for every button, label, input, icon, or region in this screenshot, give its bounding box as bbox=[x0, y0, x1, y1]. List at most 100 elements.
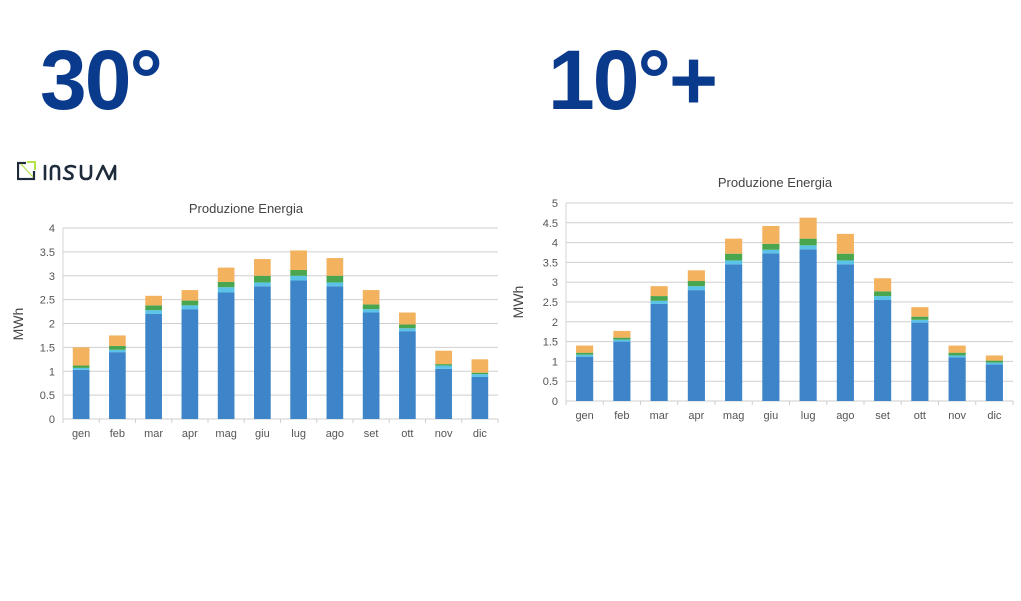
x-tick-label: feb bbox=[110, 428, 125, 440]
bar-segment-ago-s1 bbox=[326, 286, 344, 419]
x-tick-label: ott bbox=[401, 428, 413, 440]
bar-segment-ago-s1 bbox=[836, 264, 854, 401]
bar-segment-mar-s3 bbox=[650, 296, 668, 301]
bar-segment-ago-s4 bbox=[836, 233, 854, 254]
x-tick-label: ago bbox=[326, 428, 344, 440]
bar-segment-mag-s4 bbox=[725, 238, 743, 254]
bar-segment-mar-s1 bbox=[145, 313, 162, 419]
y-axis-label: MWh bbox=[10, 308, 26, 341]
bar-segment-nov-s4 bbox=[948, 345, 966, 353]
bar-segment-mar-s1 bbox=[650, 303, 668, 401]
bar-segment-feb-s3 bbox=[613, 337, 631, 340]
bar-segment-ott-s4 bbox=[399, 312, 416, 325]
bar-segment-mar-s3 bbox=[145, 305, 162, 311]
x-tick-label: gen bbox=[575, 410, 593, 422]
bar-segment-giu-s4 bbox=[762, 225, 780, 244]
bar-segment-set-s2 bbox=[362, 309, 380, 313]
y-tick-label: 1.5 bbox=[543, 337, 558, 349]
bar-segment-ott-s3 bbox=[399, 324, 416, 329]
bar-segment-ago-s3 bbox=[326, 275, 344, 283]
bar-segment-nov-s3 bbox=[948, 352, 966, 356]
bar-segment-set-s3 bbox=[874, 291, 892, 297]
bar-segment-gen-s3 bbox=[576, 352, 594, 355]
y-tick-label: 0 bbox=[552, 396, 558, 408]
x-tick-label: nov bbox=[435, 428, 453, 440]
bar-segment-nov-s4 bbox=[435, 350, 452, 365]
bar-segment-nov-s3 bbox=[435, 364, 452, 366]
bar-segment-mag-s4 bbox=[217, 267, 235, 282]
bar-segment-apr-s2 bbox=[687, 286, 705, 291]
y-tick-label: 3.5 bbox=[40, 247, 55, 259]
bar-segment-mag-s3 bbox=[217, 281, 235, 288]
y-tick-label: 5 bbox=[552, 198, 558, 210]
bar-segment-dic-s1 bbox=[985, 364, 1003, 401]
bar-segment-lug-s2 bbox=[799, 245, 817, 250]
bar-segment-apr-s4 bbox=[181, 290, 199, 301]
bar-segment-ott-s2 bbox=[399, 328, 416, 332]
bar-segment-set-s2 bbox=[874, 296, 892, 301]
x-tick-label: nov bbox=[948, 410, 966, 422]
bar-segment-feb-s4 bbox=[613, 330, 631, 338]
bar-segment-mar-s2 bbox=[145, 310, 162, 314]
bar-segment-giu-s2 bbox=[762, 249, 780, 254]
y-tick-label: 1 bbox=[552, 356, 558, 368]
bar-segment-lug-s4 bbox=[799, 217, 817, 239]
bar-segment-ago-s3 bbox=[836, 253, 854, 261]
y-tick-label: 3 bbox=[49, 271, 55, 283]
x-tick-label: mar bbox=[650, 410, 669, 422]
y-tick-label: 1 bbox=[49, 366, 55, 378]
x-tick-label: apr bbox=[182, 428, 198, 440]
bar-segment-lug-s3 bbox=[290, 270, 307, 276]
bar-segment-feb-s2 bbox=[613, 339, 631, 342]
bar-segment-feb-s4 bbox=[109, 335, 126, 346]
bar-segment-mar-s4 bbox=[650, 286, 668, 297]
bar-segment-mar-s2 bbox=[650, 300, 668, 304]
y-tick-label: 0.5 bbox=[543, 376, 558, 388]
bar-segment-mag-s2 bbox=[725, 260, 743, 265]
bar-segment-mag-s1 bbox=[725, 264, 743, 401]
bar-segment-giu-s3 bbox=[762, 243, 780, 250]
chart-title: Produzione Energia bbox=[189, 201, 304, 216]
bar-segment-dic-s2 bbox=[471, 374, 489, 377]
bar-segment-gen-s2 bbox=[72, 367, 90, 370]
bar-segment-gen-s2 bbox=[576, 354, 594, 357]
x-tick-label: dic bbox=[987, 410, 1002, 422]
bar-segment-lug-s2 bbox=[290, 275, 307, 281]
x-tick-label: dic bbox=[473, 428, 488, 440]
bar-segment-apr-s2 bbox=[181, 305, 199, 310]
bar-segment-mag-s1 bbox=[217, 292, 235, 419]
x-tick-label: apr bbox=[688, 410, 704, 422]
x-tick-label: giu bbox=[255, 428, 270, 440]
bar-segment-giu-s2 bbox=[254, 282, 271, 287]
bar-segment-giu-s1 bbox=[254, 286, 271, 419]
bar-segment-feb-s1 bbox=[613, 341, 631, 401]
x-tick-label: ott bbox=[914, 410, 926, 422]
bar-segment-set-s3 bbox=[362, 304, 380, 310]
bar-segment-apr-s4 bbox=[687, 270, 705, 282]
x-tick-label: lug bbox=[291, 428, 306, 440]
bar-segment-giu-s4 bbox=[254, 259, 271, 276]
bar-segment-gen-s1 bbox=[576, 356, 594, 401]
bar-segment-mag-s2 bbox=[217, 287, 235, 293]
bar-segment-gen-s3 bbox=[72, 365, 90, 368]
bar-segment-dic-s4 bbox=[471, 359, 489, 373]
bar-segment-ott-s2 bbox=[911, 319, 929, 323]
y-tick-label: 3 bbox=[552, 277, 558, 289]
bar-segment-dic-s1 bbox=[471, 376, 489, 419]
bar-segment-lug-s1 bbox=[290, 280, 307, 419]
bar-segment-gen-s4 bbox=[576, 345, 594, 353]
y-tick-label: 1.5 bbox=[40, 342, 55, 354]
y-tick-label: 2 bbox=[552, 317, 558, 329]
bar-segment-ago-s2 bbox=[836, 260, 854, 265]
x-tick-label: gen bbox=[72, 428, 90, 440]
chart-title: Produzione Energia bbox=[718, 175, 833, 190]
bar-segment-apr-s3 bbox=[687, 281, 705, 287]
bar-segment-ott-s4 bbox=[911, 307, 929, 317]
bar-segment-set-s4 bbox=[362, 290, 380, 305]
y-tick-label: 2.5 bbox=[40, 295, 55, 307]
x-tick-label: set bbox=[875, 410, 890, 422]
bar-segment-lug-s3 bbox=[799, 238, 817, 246]
y-tick-label: 2.5 bbox=[543, 297, 558, 309]
bar-segment-apr-s1 bbox=[181, 309, 199, 419]
